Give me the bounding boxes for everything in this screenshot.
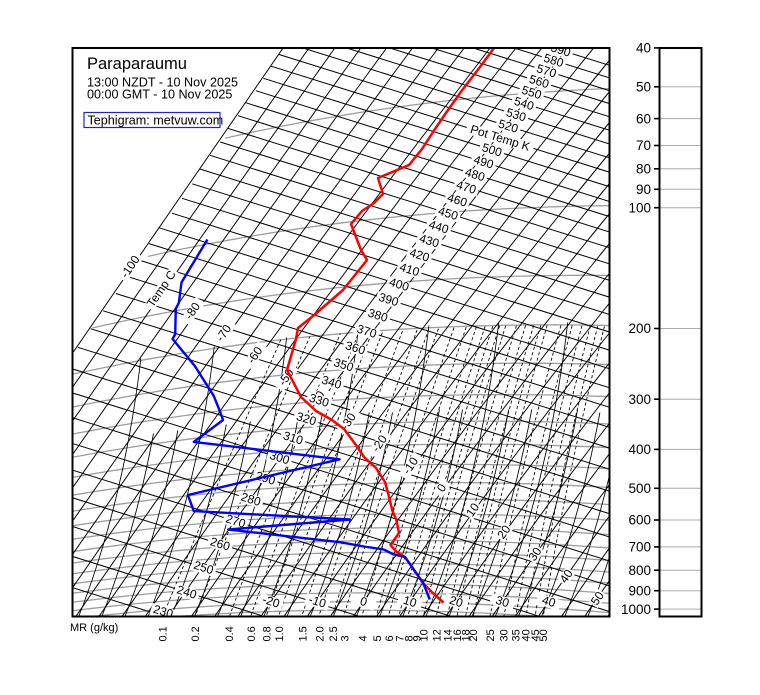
svg-text:40: 40 <box>521 629 533 641</box>
svg-text:70: 70 <box>636 138 651 153</box>
svg-text:470: 470 <box>455 178 479 197</box>
svg-text:MR (g/kg): MR (g/kg) <box>70 622 118 634</box>
svg-text:4: 4 <box>358 635 370 641</box>
svg-text:10: 10 <box>401 593 418 610</box>
svg-text:25: 25 <box>485 629 497 641</box>
svg-text:30: 30 <box>494 593 511 610</box>
svg-text:320: 320 <box>295 409 319 428</box>
svg-text:1.5: 1.5 <box>297 626 309 641</box>
svg-text:2.5: 2.5 <box>328 626 340 641</box>
svg-text:280: 280 <box>239 490 263 509</box>
svg-text:40: 40 <box>636 41 651 56</box>
svg-text:Tephigram: metvuw.com: Tephigram: metvuw.com <box>88 114 224 128</box>
svg-text:0.6: 0.6 <box>246 626 258 641</box>
svg-text:300: 300 <box>628 392 651 407</box>
svg-text:330: 330 <box>308 391 332 410</box>
svg-text:530: 530 <box>505 105 529 124</box>
svg-text:50: 50 <box>538 629 550 641</box>
svg-text:450: 450 <box>437 204 461 223</box>
svg-text:50: 50 <box>636 80 651 95</box>
svg-text:13:00 NZDT - 10 Nov 2025: 13:00 NZDT - 10 Nov 2025 <box>87 76 238 90</box>
svg-text:500: 500 <box>480 140 504 159</box>
svg-text:230: 230 <box>152 602 176 621</box>
svg-text:250: 250 <box>192 558 216 577</box>
svg-text:100: 100 <box>628 200 651 215</box>
svg-text:540: 540 <box>512 94 536 113</box>
svg-text:7: 7 <box>394 635 406 641</box>
svg-text:240: 240 <box>175 583 199 602</box>
svg-text:30: 30 <box>499 629 511 641</box>
svg-text:500: 500 <box>628 481 651 496</box>
svg-text:380: 380 <box>366 306 390 325</box>
svg-text:20: 20 <box>468 629 480 641</box>
svg-text:1000: 1000 <box>621 602 651 617</box>
svg-text:8: 8 <box>403 635 415 641</box>
svg-text:520: 520 <box>497 117 521 136</box>
svg-text:900: 900 <box>628 583 651 598</box>
svg-text:90: 90 <box>636 182 651 197</box>
svg-text:700: 700 <box>628 540 651 555</box>
svg-text:490: 490 <box>472 152 496 171</box>
svg-text:400: 400 <box>388 275 412 294</box>
svg-text:-20: -20 <box>261 592 282 611</box>
svg-text:0: 0 <box>358 594 369 609</box>
svg-text:200: 200 <box>628 321 651 336</box>
svg-text:0.2: 0.2 <box>190 626 202 641</box>
svg-text:420: 420 <box>408 245 432 264</box>
svg-text:370: 370 <box>355 322 379 341</box>
svg-text:410: 410 <box>398 260 422 279</box>
svg-text:0.4: 0.4 <box>224 626 236 641</box>
svg-text:430: 430 <box>418 231 442 250</box>
svg-text:550: 550 <box>520 83 544 102</box>
svg-text:3: 3 <box>339 635 351 641</box>
svg-text:460: 460 <box>446 190 470 209</box>
svg-text:310: 310 <box>282 428 306 447</box>
svg-text:350: 350 <box>332 355 356 374</box>
svg-text:60: 60 <box>636 111 651 126</box>
svg-text:14: 14 <box>442 629 454 641</box>
svg-text:1.0: 1.0 <box>274 626 286 641</box>
svg-text:590: 590 <box>549 40 573 59</box>
svg-text:270: 270 <box>224 512 248 531</box>
svg-text:00:00 GMT - 10 Nov 2025: 00:00 GMT - 10 Nov 2025 <box>87 88 232 102</box>
svg-text:16: 16 <box>452 629 464 641</box>
svg-text:5: 5 <box>372 635 384 641</box>
svg-text:440: 440 <box>427 217 451 236</box>
svg-text:-10: -10 <box>307 592 328 611</box>
svg-text:2.0: 2.0 <box>315 626 327 641</box>
svg-text:20: 20 <box>448 593 465 610</box>
svg-text:0.8: 0.8 <box>262 626 274 641</box>
svg-text:18: 18 <box>461 629 473 641</box>
svg-text:360: 360 <box>344 338 368 357</box>
svg-text:800: 800 <box>628 563 651 578</box>
svg-text:480: 480 <box>463 165 487 184</box>
svg-text:390: 390 <box>377 290 401 309</box>
svg-text:35: 35 <box>510 629 522 641</box>
svg-text:0.1: 0.1 <box>158 626 170 641</box>
svg-text:260: 260 <box>208 534 232 553</box>
svg-text:6: 6 <box>384 635 396 641</box>
svg-text:40: 40 <box>540 593 557 610</box>
svg-text:12: 12 <box>431 629 443 641</box>
svg-text:400: 400 <box>628 442 651 457</box>
svg-text:Paraparaumu: Paraparaumu <box>87 55 187 73</box>
svg-text:45: 45 <box>530 629 542 641</box>
svg-text:560: 560 <box>527 72 551 91</box>
svg-text:290: 290 <box>254 469 278 488</box>
svg-text:9: 9 <box>411 635 423 641</box>
svg-text:340: 340 <box>320 373 344 392</box>
svg-text:80: 80 <box>636 162 651 177</box>
svg-text:10: 10 <box>419 629 431 641</box>
svg-text:600: 600 <box>628 513 651 528</box>
